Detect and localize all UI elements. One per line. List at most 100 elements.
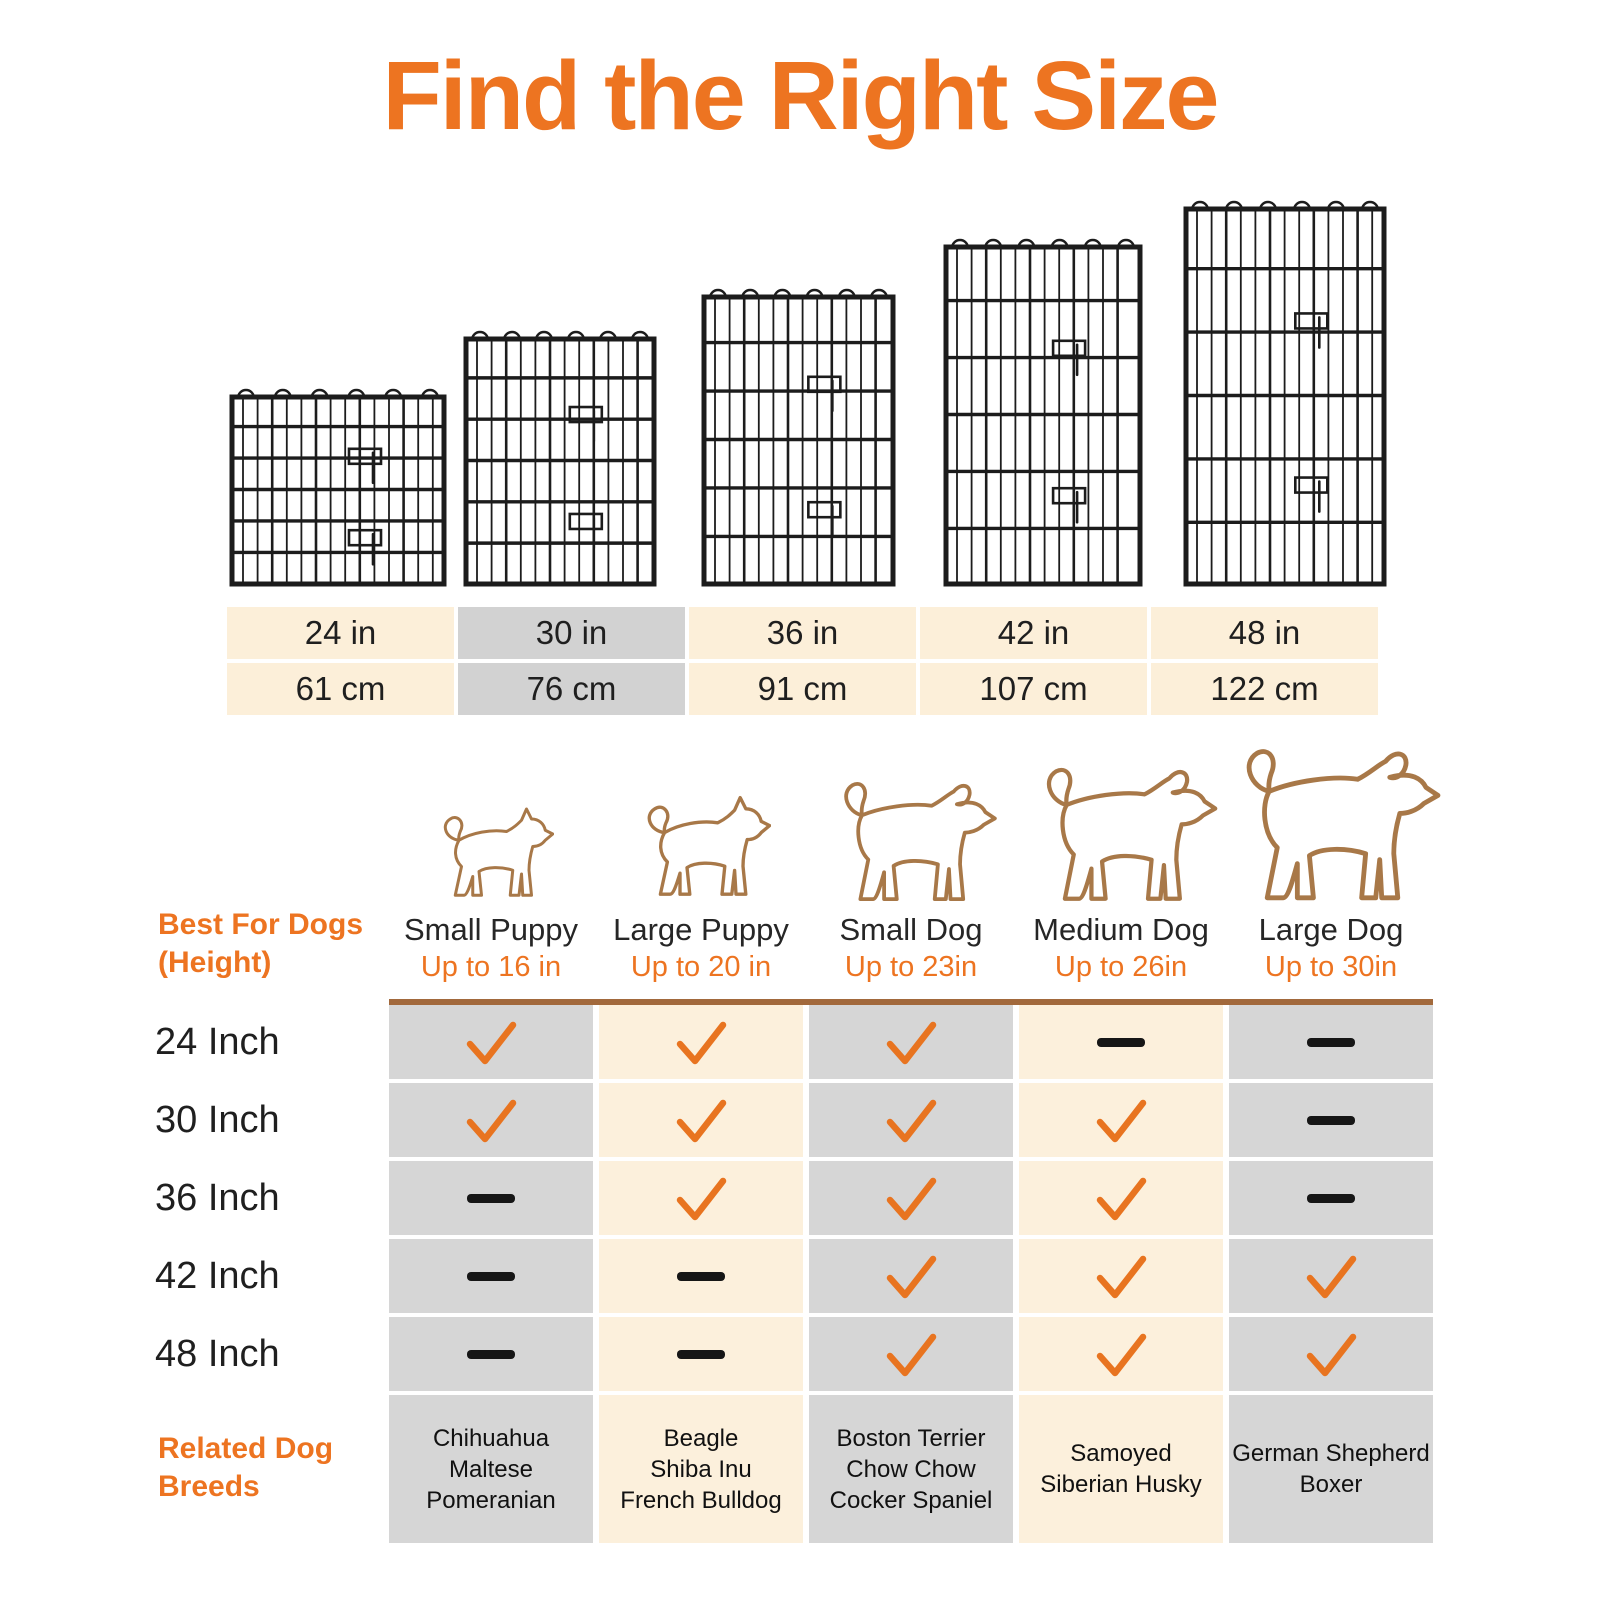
- dash-icon: [467, 1349, 515, 1359]
- check-icon: [886, 1099, 937, 1143]
- large-puppy-icon-wrap: [631, 792, 771, 904]
- dash-icon: [1307, 1193, 1355, 1203]
- dash-icon: [1307, 1115, 1355, 1125]
- cell-42Inch-col4: [1229, 1239, 1433, 1313]
- best-for-line1: Best For Dogs: [158, 908, 364, 941]
- check-icon: [1306, 1255, 1357, 1299]
- breeds-cell-col2: Boston Terrier Chow Chow Cocker Spaniel: [809, 1395, 1013, 1543]
- cell-42Inch-col2: [809, 1239, 1013, 1313]
- dash-icon: [1307, 1037, 1355, 1047]
- check-icon: [886, 1255, 937, 1299]
- breed-name: Samoyed: [1070, 1440, 1172, 1467]
- row-label-36Inch: 36 Inch: [155, 1177, 280, 1219]
- dog-size-name-2: Small Dog: [839, 912, 983, 947]
- size-cell-in-2: 36 in: [689, 607, 916, 659]
- compatibility-matrix: Chihuahua Maltese Pomeranian Beagle Shiba In…: [389, 1005, 1433, 1543]
- cell-42Inch-col3: [1019, 1239, 1223, 1313]
- small-dog-icon: [844, 782, 997, 902]
- cell-48Inch-col2: [809, 1317, 1013, 1391]
- cell-42Inch-col1: [599, 1239, 803, 1313]
- dog-size-name-3: Medium Dog: [1033, 912, 1209, 947]
- medium-dog-icon: [1046, 767, 1217, 901]
- cell-30Inch-col1: [599, 1083, 803, 1157]
- breed-list-3: Samoyed Siberian Husky: [1040, 1438, 1201, 1500]
- breeds-cell-col1: Beagle Shiba Inu French Bulldog: [599, 1395, 803, 1543]
- cell-42Inch-col0: [389, 1239, 593, 1313]
- cell-24Inch-col0: [389, 1005, 593, 1079]
- cell-30Inch-col2: [809, 1083, 1013, 1157]
- breed-name: Boston Terrier: [836, 1424, 986, 1452]
- check-icon: [1096, 1099, 1147, 1143]
- breed-list-2: Boston Terrier Chow Chow Cocker Spaniel: [830, 1423, 993, 1516]
- cell-48Inch-col4: [1229, 1317, 1433, 1391]
- check-icon: [886, 1021, 937, 1065]
- breed-name: Beagle: [663, 1424, 739, 1452]
- large-dog-icon: [1246, 749, 1440, 901]
- cell-30Inch-col3: [1019, 1083, 1223, 1157]
- dog-column-1: Large Puppy Up to 20 in: [599, 722, 803, 984]
- dog-height-limit-2: Up to 23in: [844, 951, 978, 983]
- size-cell-in-3: 42 in: [920, 607, 1147, 659]
- table-top-border: [389, 999, 1433, 1005]
- dash-icon: [467, 1271, 515, 1281]
- related-breeds-label: Related Dog Breeds: [158, 1430, 333, 1506]
- size-cell-in-1: 30 in: [458, 607, 685, 659]
- row-label-42Inch: 42 Inch: [155, 1255, 280, 1297]
- cell-36Inch-col0: [389, 1161, 593, 1235]
- size-cell-in-0: 24 in: [227, 607, 454, 659]
- cell-36Inch-col2: [809, 1161, 1013, 1235]
- breed-name: Chow Chow: [846, 1455, 976, 1483]
- related-line2: Breeds: [158, 1470, 260, 1503]
- best-for-dogs-label: Best For Dogs (Height): [158, 906, 363, 982]
- breed-name: German Shepherd: [1232, 1440, 1430, 1467]
- dog-height-limit-3: Up to 26in: [1054, 951, 1188, 983]
- wire-panel-42in-icon: [943, 238, 1143, 587]
- check-icon: [1096, 1255, 1147, 1299]
- row-label-24Inch: 24 Inch: [155, 1021, 280, 1063]
- cell-48Inch-col0: [389, 1317, 593, 1391]
- wire-panel-36in-icon: [701, 288, 895, 587]
- breeds-cell-col3: Samoyed Siberian Husky: [1019, 1395, 1223, 1543]
- check-icon: [1306, 1333, 1357, 1377]
- cell-24Inch-col1: [599, 1005, 803, 1079]
- size-cell-cm-2: 91 cm: [689, 663, 916, 715]
- wire-panel-30in-icon: [463, 330, 657, 587]
- small-puppy-icon-wrap: [429, 804, 554, 904]
- cell-36Inch-col4: [1229, 1161, 1433, 1235]
- check-icon: [676, 1021, 727, 1065]
- check-icon: [1096, 1333, 1147, 1377]
- small-puppy-icon: [443, 807, 554, 897]
- best-for-line2: (Height): [158, 946, 272, 979]
- large-dog-icon-wrap: [1221, 739, 1442, 904]
- wire-panel-24in-icon: [229, 388, 447, 587]
- related-line1: Related Dog: [158, 1432, 334, 1465]
- dash-icon: [677, 1271, 725, 1281]
- cell-48Inch-col3: [1019, 1317, 1223, 1391]
- cell-24Inch-col2: [809, 1005, 1013, 1079]
- size-cell-cm-4: 122 cm: [1151, 663, 1378, 715]
- check-icon: [676, 1099, 727, 1143]
- small-dog-icon-wrap: [824, 774, 998, 904]
- size-cell-cm-0: 61 cm: [227, 663, 454, 715]
- dog-column-4: Large Dog Up to 30in: [1229, 722, 1440, 984]
- cell-30Inch-col0: [389, 1083, 593, 1157]
- medium-dog-icon-wrap: [1024, 759, 1219, 904]
- row-label-30Inch: 30 Inch: [155, 1099, 280, 1141]
- check-icon: [886, 1177, 937, 1221]
- breed-name: Chihuahua: [432, 1424, 550, 1452]
- breed-list-1: Beagle Shiba Inu French Bulldog: [620, 1423, 781, 1516]
- dog-columns: Small Puppy Up to 16 in Large Puppy Up to 2…: [389, 722, 1440, 984]
- dash-icon: [467, 1193, 515, 1203]
- breed-name: French Bulldog: [620, 1486, 782, 1514]
- cell-24Inch-col3: [1019, 1005, 1223, 1079]
- cell-36Inch-col1: [599, 1161, 803, 1235]
- check-icon: [466, 1021, 517, 1065]
- size-cell-cm-1: 76 cm: [458, 663, 685, 715]
- breed-name: Siberian Husky: [1040, 1471, 1202, 1498]
- cell-36Inch-col3: [1019, 1161, 1223, 1235]
- breed-name: Pomeranian: [426, 1486, 556, 1514]
- cell-48Inch-col1: [599, 1317, 803, 1391]
- page-title: Find the Right Size: [382, 41, 1220, 150]
- cell-24Inch-col4: [1229, 1005, 1433, 1079]
